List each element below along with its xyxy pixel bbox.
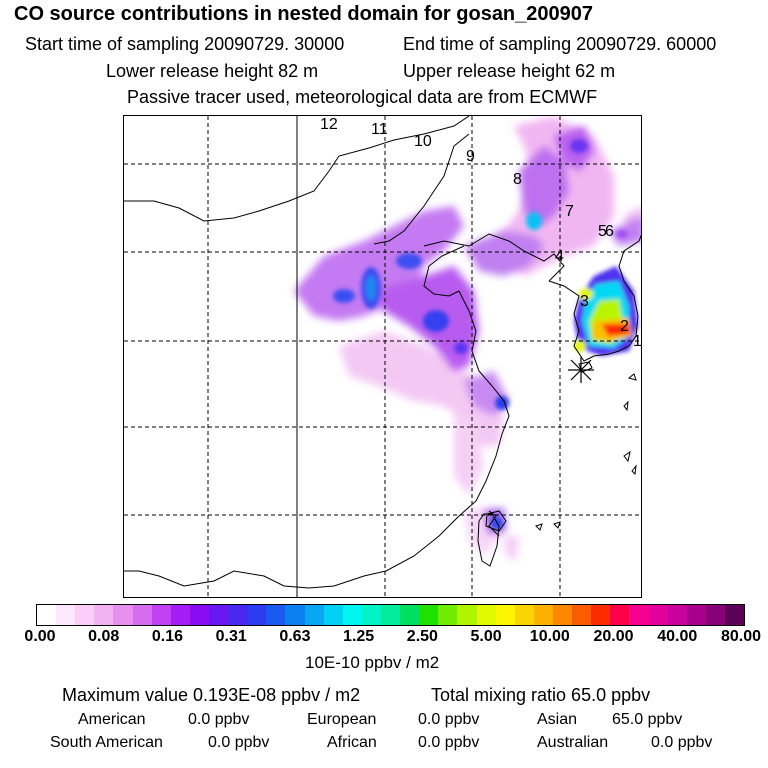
- lower-release-height: Lower release height 82 m: [106, 61, 319, 81]
- african-value: 0.0 ppbv: [418, 734, 480, 751]
- concentration-field: [294, 116, 641, 561]
- colorbar-swatch: [342, 605, 362, 625]
- colorbar-tick-label: 5.00: [470, 628, 502, 645]
- map-canvas: 12 11 10 9 8 7 5 6 4 3 2 1: [124, 116, 642, 597]
- traj-label-9: 9: [466, 148, 475, 165]
- traj-label-2: 2: [620, 318, 629, 335]
- colorbar-tick-label: 80.00: [720, 628, 762, 645]
- colorbar-swatch: [132, 605, 152, 625]
- colorbar-tick-label: 2.50: [406, 628, 438, 645]
- asian-value: 65.0 ppbv: [612, 711, 683, 728]
- traj-label-12: 12: [320, 116, 338, 133]
- colorbar-swatch: [361, 605, 381, 625]
- colorbar-swatch: [629, 605, 649, 625]
- tracer-note: Passive tracer used, meteorological data…: [127, 87, 598, 107]
- colorbar: [36, 604, 745, 626]
- traj-label-10: 10: [414, 133, 432, 150]
- colorbar-swatch: [113, 605, 133, 625]
- colorbar-swatch: [705, 605, 725, 625]
- grid-lines: [124, 116, 641, 597]
- south-american-label: South American: [50, 734, 163, 751]
- colorbar-tick-label: 0.16: [151, 628, 184, 645]
- colorbar-swatch: [323, 605, 343, 625]
- traj-label-1: 1: [633, 333, 642, 350]
- colorbar-swatch: [75, 605, 95, 625]
- colorbar-swatch: [438, 605, 458, 625]
- upper-release-height: Upper release height 62 m: [403, 61, 616, 81]
- traj-label-6: 6: [605, 223, 614, 240]
- european-label: European: [307, 711, 377, 728]
- receptor-marker-icon: [568, 357, 594, 383]
- colorbar-swatch: [495, 605, 515, 625]
- colorbar-swatch: [380, 605, 401, 625]
- colorbar-swatch: [247, 605, 267, 625]
- colorbar-swatch: [56, 605, 76, 625]
- colorbar-swatch: [266, 605, 286, 625]
- colorbar-swatch: [419, 605, 439, 625]
- colorbar-swatch: [552, 605, 573, 625]
- colorbar-tick-label: 40.00: [657, 628, 698, 645]
- traj-label-3: 3: [580, 293, 589, 310]
- colorbar-swatch: [400, 605, 420, 625]
- colorbar-units: 10E-10 ppbv / m2: [305, 653, 440, 672]
- traj-label-11: 11: [371, 121, 388, 138]
- colorbar-swatch: [591, 605, 611, 625]
- colorbar-tick-label: 10.00: [529, 628, 570, 645]
- south-american-value: 0.0 ppbv: [208, 734, 270, 751]
- colorbar-tick-label: 0.00: [24, 628, 56, 645]
- colorbar-swatch: [208, 605, 229, 625]
- european-value: 0.0 ppbv: [418, 711, 480, 728]
- colorbar-tick-label: 0.63: [279, 628, 311, 645]
- traj-label-5: 5: [598, 223, 607, 240]
- colorbar-swatch: [94, 605, 114, 625]
- colorbar-swatch: [189, 605, 209, 625]
- colorbar-tick-label: 0.08: [88, 628, 120, 645]
- australian-label: Australian: [537, 734, 609, 751]
- korea-hotspot: [574, 266, 638, 356]
- max-value: Maximum value 0.193E-08 ppbv / m2: [62, 685, 361, 705]
- colorbar-swatch: [648, 605, 668, 625]
- colorbar-swatch: [37, 605, 57, 625]
- total-mixing-ratio: Total mixing ratio 65.0 ppbv: [431, 685, 651, 705]
- colorbar-swatch: [667, 605, 687, 625]
- colorbar-swatch: [476, 605, 496, 625]
- colorbar-swatch: [457, 605, 477, 625]
- trajectory-labels: 12 11 10 9 8 7 5 6 4 3 2 1: [320, 116, 642, 350]
- colorbar-swatch: [170, 605, 190, 625]
- start-time: Start time of sampling 20090729. 30000: [25, 34, 345, 54]
- colorbar-swatch: [285, 605, 305, 625]
- colorbar-swatch: [228, 605, 248, 625]
- traj-label-7: 7: [565, 203, 574, 220]
- african-label: African: [327, 734, 377, 751]
- australian-value: 0.0 ppbv: [651, 734, 713, 751]
- high-concentration-cores: [333, 139, 628, 529]
- american-label: American: [78, 711, 146, 728]
- end-time: End time of sampling 20090729. 60000: [403, 34, 717, 54]
- colorbar-swatch: [610, 605, 630, 625]
- traj-label-8: 8: [513, 171, 522, 188]
- asian-label: Asian: [537, 711, 578, 728]
- map-panel: 12 11 10 9 8 7 5 6 4 3 2 1: [123, 115, 642, 598]
- traj-label-4: 4: [555, 248, 564, 265]
- american-value: 0.0 ppbv: [188, 711, 250, 728]
- colorbar-swatch: [686, 605, 706, 625]
- colorbar-swatch: [533, 605, 553, 625]
- coastlines: [124, 116, 641, 589]
- colorbar-tick-label: 0.31: [215, 628, 247, 645]
- colorbar-swatch: [151, 605, 171, 625]
- plot-title: CO source contributions in nested domain…: [14, 3, 594, 25]
- colorbar-swatch: [724, 605, 745, 625]
- colorbar-tick-label: 20.00: [593, 628, 634, 645]
- colorbar-swatch: [572, 605, 592, 625]
- colorbar-tick-label: 1.25: [343, 628, 375, 645]
- colorbar-swatch: [514, 605, 534, 625]
- colorbar-swatch: [304, 605, 324, 625]
